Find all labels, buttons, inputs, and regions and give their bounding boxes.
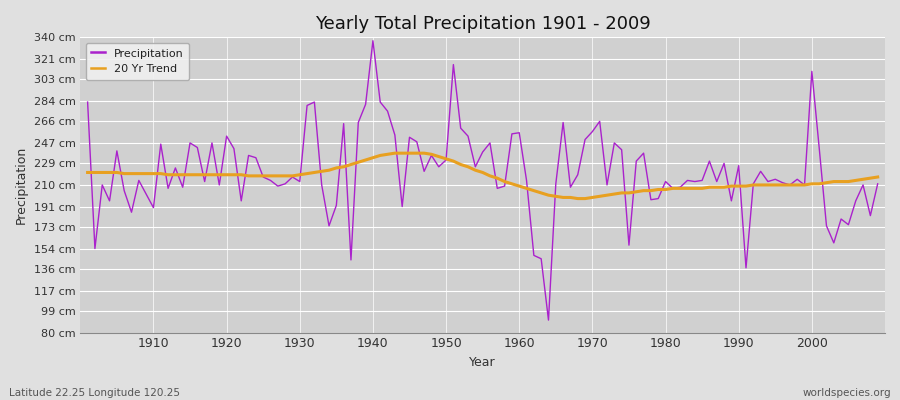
20 Yr Trend — [82, 170, 93, 175]
20 Yr Trend — [514, 184, 525, 188]
Line: Precipitation: Precipitation — [87, 41, 878, 320]
Precipitation — [82, 100, 93, 104]
Precipitation — [367, 38, 378, 43]
20 Yr Trend — [302, 171, 312, 176]
Title: Yearly Total Precipitation 1901 - 2009: Yearly Total Precipitation 1901 - 2009 — [315, 15, 651, 33]
20 Yr Trend — [572, 196, 583, 201]
Precipitation — [616, 147, 627, 152]
20 Yr Trend — [616, 190, 627, 195]
Precipitation — [346, 258, 356, 262]
20 Yr Trend — [390, 151, 400, 156]
20 Yr Trend — [140, 171, 151, 176]
Precipitation — [302, 103, 312, 108]
Y-axis label: Precipitation: Precipitation — [15, 146, 28, 224]
Precipitation — [521, 178, 532, 183]
20 Yr Trend — [872, 175, 883, 180]
Precipitation — [543, 318, 553, 322]
Line: 20 Yr Trend: 20 Yr Trend — [87, 153, 878, 198]
Legend: Precipitation, 20 Yr Trend: Precipitation, 20 Yr Trend — [86, 43, 189, 80]
20 Yr Trend — [346, 162, 356, 167]
20 Yr Trend — [521, 186, 532, 191]
Precipitation — [872, 182, 883, 186]
Text: worldspecies.org: worldspecies.org — [803, 388, 891, 398]
Precipitation — [140, 192, 151, 196]
Text: Latitude 22.25 Longitude 120.25: Latitude 22.25 Longitude 120.25 — [9, 388, 180, 398]
X-axis label: Year: Year — [469, 356, 496, 369]
Precipitation — [514, 130, 525, 135]
